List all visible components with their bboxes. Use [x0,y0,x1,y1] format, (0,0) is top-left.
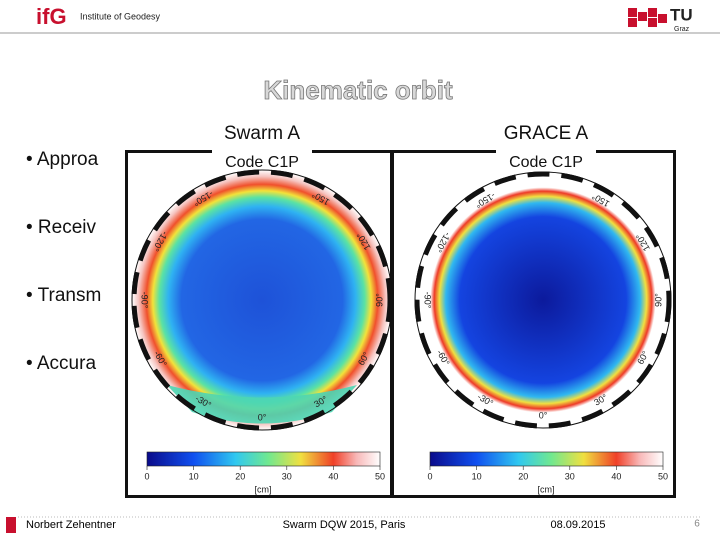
logo-left: ifG [36,4,67,29]
logo-right-sub: Graz [674,26,690,33]
colorbar [146,451,381,467]
slide-title: Kinematic orbit [263,75,453,105]
tu-logo [628,8,667,27]
footer-date: 08.09.2015 [550,519,605,531]
colorbar-tick-label: 10 [189,471,199,481]
footer-page: 6 [694,519,700,530]
bullet-left: • Accura [26,353,96,374]
logo-right: TU [670,5,693,24]
polar-plot [132,170,392,430]
panel-title: Swarm A [224,123,300,144]
colorbar-tick-label: 10 [472,471,482,481]
colorbar-tick-label: 40 [328,471,338,481]
colorbar-tick-label: 50 [658,471,668,481]
colorbar [429,451,664,467]
colorbar-tick-label: 20 [518,471,528,481]
title-bg [212,123,312,175]
colorbar-tick-label: 30 [282,471,292,481]
colorbar-unit: [cm] [255,484,272,494]
angle-label: 90° [374,293,384,307]
bullet-left: • Approa [26,149,99,170]
footer-event: Swarm DQW 2015, Paris [283,519,406,531]
colorbar-unit: [cm] [538,484,555,494]
footer-author: Norbert Zehentner [26,519,116,531]
footer-mark [6,517,16,533]
colorbar-tick-label: 50 [375,471,385,481]
bullet-left: • Receiv [26,217,97,238]
panel-subtitle: Code C1P [509,154,583,171]
angle-label: -90° [423,292,433,309]
institute: Institute of Geodesy [80,11,161,21]
polar-rim-ticks [414,171,672,429]
panel-subtitle: Code C1P [225,154,299,171]
colorbar-tick-label: 40 [611,471,621,481]
colorbar-tick-label: 20 [235,471,245,481]
polar-plot [415,172,671,428]
colorbar-tick-label: 0 [427,471,432,481]
polar-rim-ticks [131,169,393,431]
panel-title: GRACE A [504,123,589,144]
angle-label: -90° [140,292,150,309]
cyan-patch [167,385,357,424]
title-bg [496,123,596,175]
angle-label: 0° [258,412,267,422]
colorbar-tick-label: 30 [565,471,575,481]
bullet-left: • Transm [26,285,101,306]
angle-label: 0° [539,410,548,420]
colorbar-tick-label: 0 [144,471,149,481]
angle-label: 90° [653,293,663,307]
